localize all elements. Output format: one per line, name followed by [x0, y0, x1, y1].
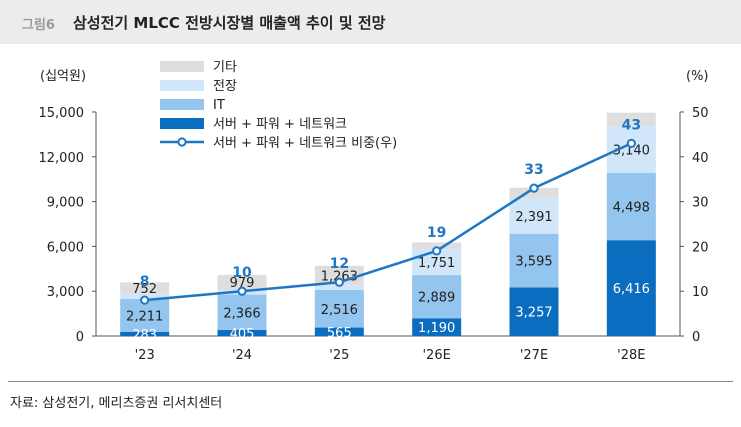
source-note: 자료: 삼성전기, 메리츠증권 리서치센터	[10, 396, 223, 411]
y-right-tick-label: 40	[692, 151, 709, 166]
bar-segment	[509, 233, 559, 288]
legend-swatch	[160, 118, 204, 129]
bar-data-label: 1,751	[418, 256, 455, 271]
bar-segment	[509, 197, 559, 234]
legend-swatch	[160, 80, 204, 91]
y-left-unit-label: (십억원)	[40, 69, 86, 84]
share-line-path	[144, 142, 632, 302]
bar-segment	[217, 329, 267, 336]
share-line-label: 8	[140, 274, 150, 290]
bar-data-label: 6,416	[613, 282, 650, 297]
x-tick-label: '27E	[520, 348, 548, 363]
bars	[120, 112, 656, 336]
y-left-tick-label: 12,000	[39, 151, 85, 166]
y-left-tick-label: 3,000	[47, 285, 84, 300]
y-right-tick-label: 0	[692, 330, 700, 345]
bar-segment	[412, 275, 462, 319]
bar-segment	[120, 331, 170, 336]
x-tick-label: '28E	[617, 348, 645, 363]
bar-segment	[412, 318, 462, 336]
bar-segment	[606, 173, 656, 241]
x-tick-label: '26E	[422, 348, 450, 363]
bar-data-label: 3,257	[515, 306, 552, 321]
legend-swatch	[160, 61, 204, 72]
legend-swatch-marker	[177, 137, 187, 147]
bar-segment	[314, 327, 364, 336]
share-line-point	[334, 277, 344, 287]
x-tick-label: '23	[135, 348, 155, 363]
bar-segment	[509, 287, 559, 336]
bar-data-label: 283	[132, 328, 157, 343]
bar-segment	[120, 282, 170, 294]
axes: 0 3,000 6,000 9,000 12,000 15,000 0 10 20 30 40 50 '…	[39, 69, 709, 363]
bar-data-label: 3,595	[515, 255, 552, 270]
chart-title: 삼성전기 MLCC 전방시장별 매출액 추이 및 전망	[73, 14, 386, 32]
bar-segment	[412, 242, 462, 249]
share-line-label: 19	[427, 225, 446, 241]
figure-label: 그림6	[22, 18, 55, 33]
share-line-label: 12	[330, 256, 349, 272]
bar-segment	[314, 284, 364, 290]
share-line-point	[529, 183, 539, 193]
bar-data-label: 2,391	[515, 210, 552, 225]
y-right-tick-label: 20	[692, 240, 709, 255]
bar-segment	[314, 265, 364, 285]
share-line-point	[432, 246, 442, 256]
share-line-label: 33	[524, 162, 543, 178]
share-line-label: 43	[622, 117, 641, 133]
bar-data-label: 565	[327, 326, 352, 341]
y-right-tick-label: 10	[692, 285, 709, 300]
legend-label: IT	[213, 98, 225, 113]
legend-label: 기타	[213, 60, 237, 75]
bar-data-label: 979	[230, 276, 255, 291]
bar-data-label: 2,366	[223, 306, 260, 321]
y-left-tick-label: 0	[76, 330, 84, 345]
bar-segment	[217, 294, 267, 330]
bar-data-label: 4,498	[613, 201, 650, 216]
share-line-point	[626, 138, 636, 148]
bar-data-labels: 2832,2117524052,3669795652,5161,2631,190…	[126, 144, 650, 343]
share-line: 8 10 12 19 33 43	[140, 117, 641, 305]
bar-data-label: 2,211	[126, 309, 163, 324]
legend-swatch	[160, 99, 204, 110]
y-left-tick-label: 15,000	[39, 106, 85, 121]
bar-segment	[509, 187, 559, 198]
bar-data-label: 2,516	[321, 303, 358, 318]
x-tick-label: '25	[329, 348, 349, 363]
share-line-point	[140, 295, 150, 305]
share-line-point	[237, 286, 247, 296]
legend-label: 전장	[213, 79, 237, 94]
x-tick-label: '24	[232, 348, 252, 363]
bar-data-label: 1,190	[418, 321, 455, 336]
bar-segment	[314, 289, 364, 328]
figure-header: 그림6 삼성전기 MLCC 전방시장별 매출액 추이 및 전망	[0, 0, 741, 44]
bar-segment	[606, 112, 656, 127]
bar-segment	[606, 240, 656, 336]
bar-segment	[217, 274, 267, 290]
bar-data-label: 405	[230, 327, 255, 342]
y-right-tick-label: 50	[692, 106, 709, 121]
bar-data-label: 2,889	[418, 291, 455, 306]
legend-label: 서버 + 파워 + 네트워크 비중(우)	[213, 136, 397, 151]
y-right-tick-label: 30	[692, 196, 709, 211]
y-right-unit-label: (%)	[686, 69, 709, 84]
y-left-tick-label: 9,000	[47, 196, 84, 211]
y-left-tick-label: 6,000	[47, 240, 84, 255]
bar-data-label: 752	[132, 282, 157, 297]
footer-divider	[8, 381, 733, 382]
share-line-label: 10	[232, 265, 252, 281]
legend-label: 서버 + 파워 + 네트워크	[213, 117, 347, 132]
